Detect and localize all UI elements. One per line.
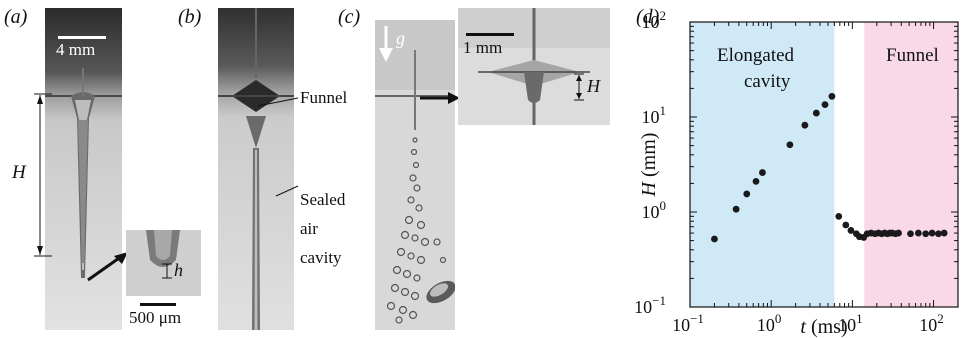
panel-b-sealed-line2: air [300, 219, 318, 238]
panel-a-inset-scale-bar [140, 303, 176, 306]
panel-a-scale-bar [58, 36, 106, 39]
data-point [821, 101, 829, 109]
y-tick-label: 102 [642, 8, 667, 32]
panel-a-inset-h-bracket [162, 263, 172, 279]
panel-b-leader-lines [257, 97, 299, 197]
region-left-label-line1: Elongated [717, 45, 795, 66]
y-axis-label: H (mm) [638, 133, 660, 198]
panel-c-label: (c) [338, 6, 361, 28]
data-point [935, 230, 942, 238]
y-tick-label: 101 [642, 103, 667, 127]
panel-c-inset-h-bracket [574, 73, 584, 101]
panel-a-inset-photo [126, 230, 201, 296]
panel-c-gravity-arrow [379, 26, 393, 62]
shaded-region-elongated [690, 22, 835, 307]
panel-b-funnel-label: Funnel [300, 88, 348, 107]
data-point [940, 229, 948, 237]
data-point [752, 177, 760, 185]
data-point [835, 212, 843, 220]
panel-a-inset-scale-label: 500 μm [129, 308, 182, 327]
region-right-label: Funnel [886, 45, 939, 66]
data-point [914, 229, 922, 237]
x-tick-label: 102 [919, 311, 944, 335]
data-point [743, 190, 751, 198]
panel-c-inset-photo [458, 8, 610, 125]
panel-a-scale-label: 4 mm [56, 40, 96, 59]
data-point [828, 92, 836, 100]
data-point [907, 230, 914, 238]
panel-a-inset-arrow [87, 252, 128, 282]
data-point [759, 169, 766, 176]
panel-d-label: (d) [636, 6, 660, 28]
y-tick-label: 10−1 [634, 293, 666, 317]
panel-a-label: (a) [4, 6, 28, 28]
x-tick-label: 10−1 [672, 311, 704, 335]
panel-c-inset-h-label: H [587, 76, 600, 96]
shaded-region-funnel [864, 22, 958, 307]
data-point [786, 141, 794, 149]
data-point [711, 235, 718, 243]
x-axis-label: t (ms) [800, 316, 847, 338]
data-point [922, 230, 930, 238]
data-point [928, 229, 936, 237]
panel-a-inset-h-label: h [174, 260, 183, 280]
data-point [842, 221, 850, 229]
panel-c-gravity-label: g [396, 28, 405, 48]
panel-a-height-label: H [12, 162, 26, 183]
region-left-label-line2: cavity [744, 71, 791, 92]
y-tick-label: 100 [642, 198, 667, 222]
panel-c-inset-arrow [420, 92, 460, 104]
data-point [732, 205, 740, 213]
panel-a-photo [45, 8, 122, 330]
data-point [801, 121, 809, 129]
data-point [895, 229, 902, 237]
panel-c-inset-scale-label: 1 mm [463, 38, 503, 57]
panel-b-sealed-line1: Sealed [300, 190, 346, 209]
plot-frame [689, 21, 959, 308]
panel-c-inset-scale-bar [466, 33, 514, 36]
data-point [812, 109, 820, 117]
x-tick-label: 101 [838, 311, 863, 335]
panel-b-sealed-line3: cavity [300, 248, 342, 267]
panel-a-height-arrow [34, 93, 52, 257]
data-point [847, 227, 855, 234]
panel-b-label: (b) [178, 6, 202, 28]
x-tick-label: 100 [757, 311, 782, 335]
